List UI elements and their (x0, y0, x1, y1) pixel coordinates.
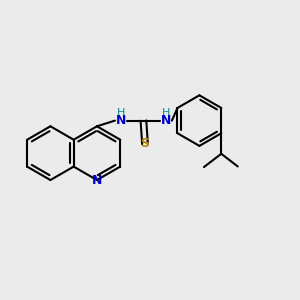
Text: S: S (140, 137, 149, 150)
Text: N: N (161, 114, 171, 127)
Text: H: H (162, 108, 170, 118)
Text: N: N (116, 114, 126, 127)
Text: H: H (116, 108, 125, 118)
Text: N: N (92, 173, 102, 187)
